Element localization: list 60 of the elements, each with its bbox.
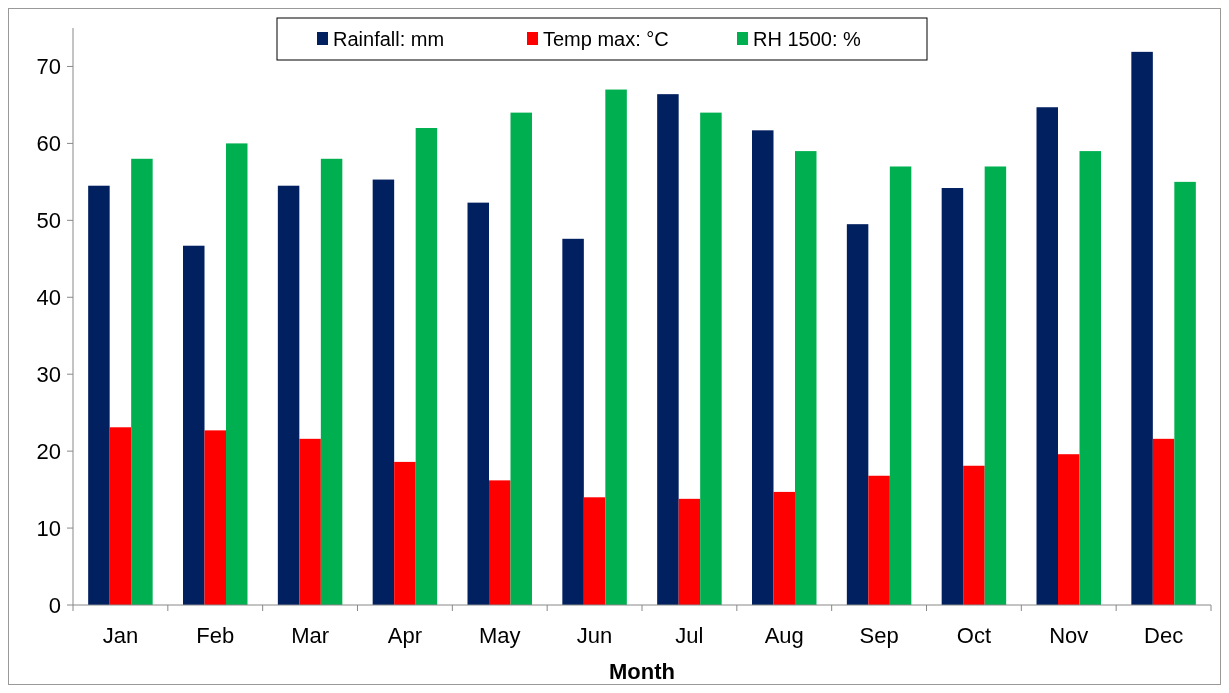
y-tick-label: 0	[48, 592, 61, 618]
legend-label: Rainfall: mm	[333, 28, 445, 50]
bar	[795, 151, 817, 605]
bar	[88, 185, 110, 605]
bar	[700, 112, 722, 605]
bar	[941, 188, 964, 605]
x-tick-label: May	[478, 623, 521, 648]
bar	[889, 166, 912, 605]
bar	[678, 498, 701, 605]
bar	[963, 465, 985, 605]
bar	[299, 438, 321, 605]
x-axis-title: Month	[609, 659, 675, 684]
bar	[1174, 181, 1196, 605]
x-tick-label: Jun	[576, 623, 613, 648]
bar	[846, 224, 869, 605]
bar	[984, 166, 1007, 605]
bar	[752, 130, 774, 605]
x-tick-label: Jan	[102, 623, 139, 648]
y-tick-label: 20	[36, 438, 61, 464]
x-tick-label: Jul	[675, 623, 704, 648]
bar	[415, 128, 438, 605]
legend-label: RH 1500: %	[753, 28, 862, 50]
bar	[1152, 438, 1175, 605]
y-tick-label: 70	[36, 54, 61, 80]
bar	[467, 202, 489, 605]
x-tick-label: Aug	[764, 623, 804, 648]
bar	[489, 480, 511, 605]
bar	[109, 427, 132, 605]
bar	[1079, 151, 1101, 605]
bar	[226, 143, 248, 605]
x-tick-label: Nov	[1049, 623, 1089, 648]
bar	[868, 475, 890, 605]
y-tick-label: 50	[36, 208, 61, 234]
bar	[1131, 51, 1153, 605]
bar	[510, 112, 532, 605]
bar	[131, 158, 153, 605]
bar	[1058, 454, 1080, 605]
x-tick-label: Apr	[387, 623, 423, 648]
x-tick-label: Sep	[859, 623, 899, 648]
y-tick-label: 10	[36, 515, 61, 541]
bar	[372, 179, 395, 605]
legend-label: Temp max: °C	[543, 28, 669, 50]
bar	[277, 185, 300, 605]
x-tick-label: Dec	[1144, 623, 1184, 648]
x-tick-label: Mar	[291, 623, 330, 648]
x-tick-label: Feb	[196, 623, 235, 648]
bar	[583, 497, 606, 605]
bar	[562, 238, 584, 605]
y-tick-label: 30	[36, 361, 61, 387]
y-tick-label: 40	[36, 284, 61, 310]
x-tick-label: Oct	[956, 623, 992, 648]
bar	[204, 430, 226, 605]
bar	[1036, 107, 1059, 605]
bar	[183, 245, 205, 605]
bar	[394, 461, 416, 605]
y-tick-label: 60	[36, 131, 61, 157]
bar	[773, 491, 795, 605]
bar	[605, 89, 627, 605]
bar	[320, 158, 343, 605]
bar	[657, 94, 679, 605]
